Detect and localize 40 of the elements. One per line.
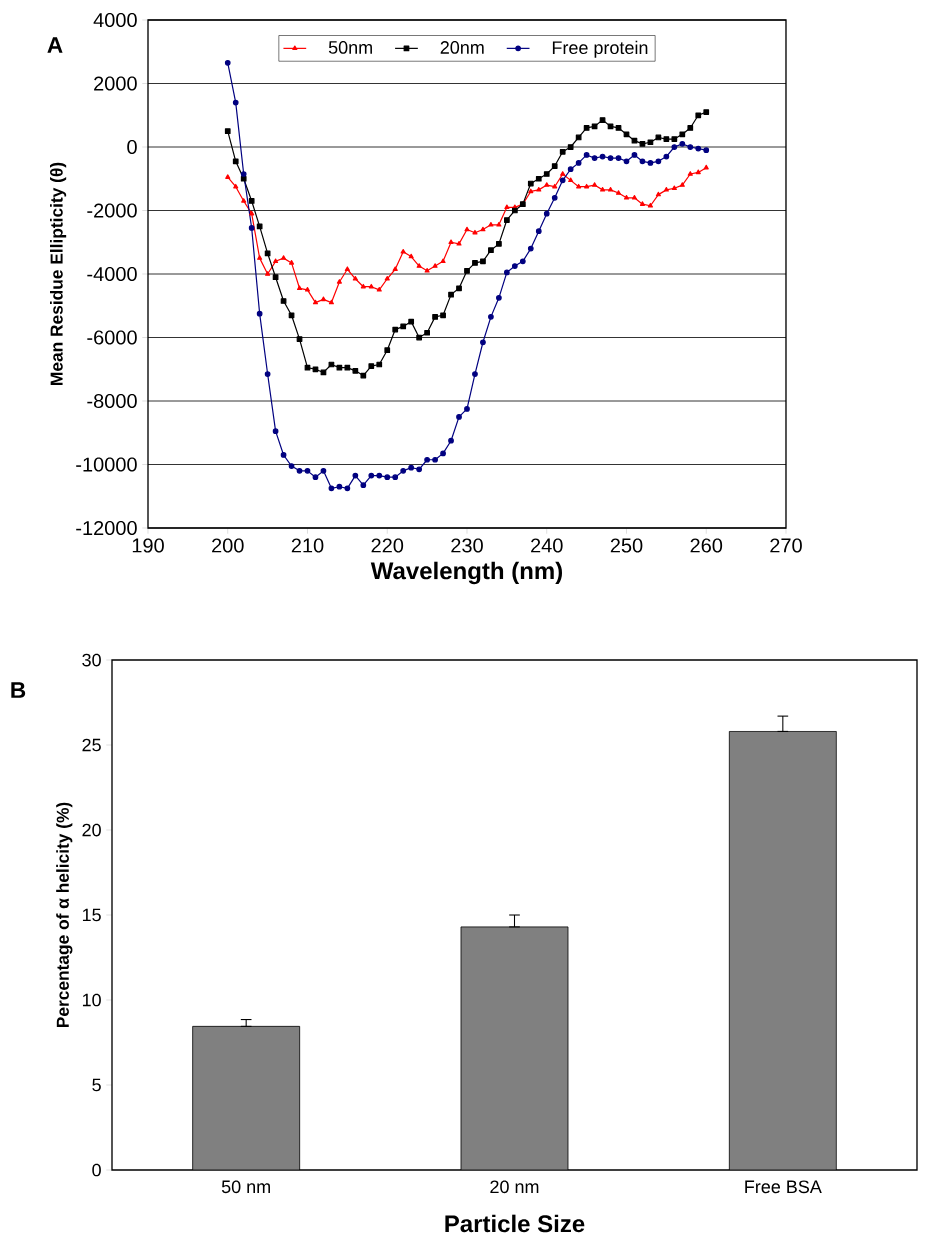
y-tick-label: -8000 (87, 393, 137, 409)
x-tick-label: 50 nm (221, 1180, 270, 1194)
bar (728, 731, 837, 1171)
y-tick-label: 0 (127, 139, 137, 155)
text: B (11, 682, 26, 698)
y-tick-label: -12000 (76, 520, 137, 536)
x-tick-label: 270 (770, 538, 802, 553)
x-tick-label: 220 (371, 538, 404, 553)
bar (460, 926, 569, 1171)
y-tick-label: 5 (92, 1078, 101, 1092)
y-axis-title: Percentage of α helicity (%) (56, 802, 73, 1028)
x-tick-label: 20 nm (490, 1180, 539, 1194)
y-tick-label: 4000 (93, 12, 137, 28)
y-tick-label: 30 (82, 653, 101, 667)
y-tick-label: -4000 (87, 266, 137, 282)
x-tick-label: 210 (291, 538, 324, 553)
legend-label: 50nm (328, 41, 372, 54)
y-tick-label: -6000 (87, 330, 137, 345)
y-tick-label: 2000 (94, 76, 137, 91)
y-tick-label: 15 (82, 908, 101, 922)
x-tick-label: 250 (610, 538, 643, 553)
text: A (47, 37, 63, 53)
x-tick-label: 200 (212, 538, 244, 553)
y-tick-label: 0 (92, 1163, 101, 1177)
x-tick-label: Free BSA (745, 1180, 822, 1194)
y-tick-label: -2000 (87, 203, 137, 218)
x-tick-label: 260 (690, 538, 723, 553)
x-tick-label: 190 (132, 538, 164, 553)
x-tick-label: 230 (451, 538, 483, 553)
y-tick-label: 20 (82, 823, 101, 837)
y-axis-title: Mean Residue Ellipticity (θ) (50, 162, 67, 385)
legend-label: 20nm (440, 41, 484, 54)
y-tick-label: 10 (82, 993, 101, 1007)
legend-label: Free protein (552, 40, 648, 58)
bar (192, 1025, 301, 1171)
x-axis-title: Particle Size (445, 1214, 585, 1233)
y-tick-label: -10000 (76, 457, 137, 472)
x-tick-label: 240 (531, 538, 563, 553)
x-axis-title: Wavelength (nm) (370, 561, 563, 585)
y-tick-label: 25 (82, 738, 101, 752)
